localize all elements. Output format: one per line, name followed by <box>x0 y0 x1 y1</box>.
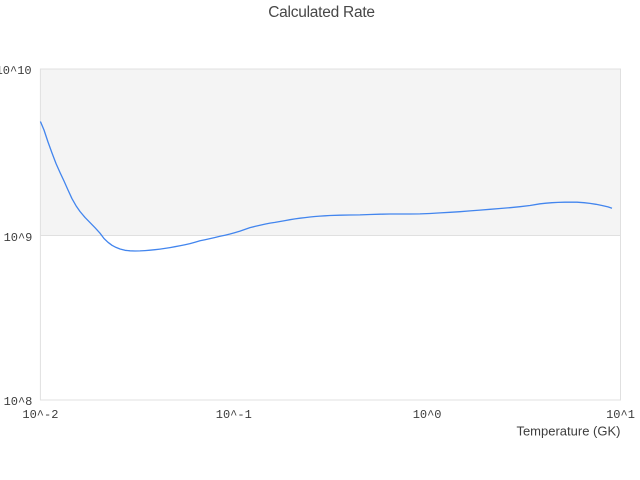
svg-text:10^9: 10^9 <box>4 231 33 245</box>
svg-text:10^8: 10^8 <box>4 395 33 409</box>
svg-text:10^10: 10^10 <box>0 64 32 78</box>
svg-text:Temperature (GK): Temperature (GK) <box>516 423 620 438</box>
svg-text:10^1: 10^1 <box>606 408 635 422</box>
svg-text:Calculated Rate: Calculated Rate <box>268 4 375 21</box>
svg-text:10^-1: 10^-1 <box>216 408 252 422</box>
svg-text:10^0: 10^0 <box>413 408 442 422</box>
svg-text:10^-2: 10^-2 <box>22 408 58 422</box>
